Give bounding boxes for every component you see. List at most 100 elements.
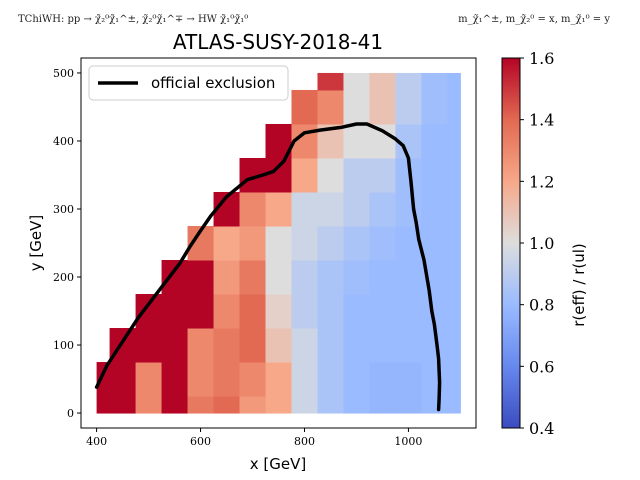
heatmap-cell — [343, 157, 370, 193]
heatmap-cell — [369, 157, 396, 193]
heatmap-cell — [395, 328, 422, 363]
heatmap-cell — [239, 328, 267, 363]
heatmap-cell — [369, 328, 396, 363]
heatmap-cell — [109, 396, 137, 414]
heatmap-cell — [213, 396, 241, 414]
y-tick-label: 300 — [53, 203, 74, 216]
heatmap-cell — [265, 362, 292, 397]
heatmap-cell — [291, 225, 318, 261]
heatmap-cell — [187, 362, 215, 397]
heatmap-cell — [291, 294, 318, 329]
heatmap-cell — [395, 362, 422, 397]
heatmap-cell — [161, 294, 189, 329]
heatmap-cell — [291, 191, 318, 227]
header-mass-label: m_χ̃₁^±, m_χ̃₂⁰ = x, m_χ̃₁⁰ = y — [458, 14, 610, 25]
x-tick-label: 600 — [190, 435, 211, 448]
heatmap-cell — [317, 328, 344, 363]
heatmap-cell — [395, 191, 422, 227]
heatmap-cell — [447, 328, 461, 363]
heatmap-cell — [317, 157, 344, 193]
heatmap-cell — [395, 260, 422, 295]
heatmap — [96, 72, 461, 414]
heatmap-cell — [447, 123, 461, 159]
heatmap-cell — [447, 260, 461, 295]
y-tick-label: 400 — [53, 135, 74, 148]
heatmap-cell — [213, 225, 241, 261]
colorbar-tick-label: 0.4 — [529, 419, 554, 438]
heatmap-cell — [343, 362, 370, 397]
heatmap-cell — [161, 260, 189, 295]
heatmap-cell — [421, 362, 448, 397]
heatmap-cell — [369, 294, 396, 329]
x-axis-ticks: 400 600 800 1000 — [86, 428, 422, 448]
colorbar-ticks: 0.4 0.6 0.8 1.0 1.2 1.4 1.6 — [520, 49, 554, 438]
heatmap-cell — [239, 294, 267, 329]
colorbar-tick-label: 0.6 — [529, 357, 554, 376]
plot-frame — [80, 57, 477, 429]
y-tick-label: 0 — [67, 407, 74, 420]
heatmap-cell — [265, 260, 292, 295]
heatmap-cell — [265, 157, 292, 193]
heatmap-cell — [265, 294, 292, 329]
heatmap-cell — [239, 362, 267, 397]
heatmap-cell — [239, 191, 267, 227]
colorbar-tick-label: 0.8 — [529, 296, 554, 315]
heatmap-cell — [395, 89, 422, 125]
heatmap-cell — [187, 328, 215, 363]
heatmap-cell — [369, 362, 396, 397]
heatmap-cell — [447, 157, 461, 193]
heatmap-cell — [265, 396, 292, 414]
y-tick-label: 500 — [53, 67, 74, 80]
heatmap-cell — [369, 396, 396, 414]
heatmap-cell — [317, 191, 344, 227]
heatmap-cell — [421, 157, 448, 193]
heatmap-cell — [291, 260, 318, 295]
y-tick-label: 200 — [53, 271, 74, 284]
heatmap-cell — [343, 328, 370, 363]
heatmap-cell — [369, 89, 396, 125]
heatmap-cell — [447, 72, 461, 91]
x-tick-label: 1000 — [394, 435, 422, 448]
heatmap-cell — [96, 362, 111, 397]
heatmap-cell — [447, 362, 461, 397]
heatmap-cell — [343, 89, 370, 125]
heatmap-cell — [317, 225, 344, 261]
heatmap-cell — [447, 191, 461, 227]
heatmap-cell — [265, 225, 292, 261]
heatmap-cell — [343, 191, 370, 227]
heatmap-cell — [187, 396, 215, 414]
y-axis-ticks: 0 100 200 300 400 500 — [53, 67, 81, 420]
x-tick-label: 400 — [86, 435, 107, 448]
colorbar-tick-label: 1.4 — [529, 111, 554, 130]
heatmap-cell — [369, 225, 396, 261]
heatmap-cell — [135, 396, 163, 414]
heatmap-cell — [213, 362, 241, 397]
heatmap-cell — [239, 260, 267, 295]
heatmap-cell — [265, 191, 292, 227]
heatmap-cell — [317, 72, 344, 91]
heatmap-cell — [421, 225, 448, 261]
heatmap-cell — [239, 225, 267, 261]
heatmap-cell — [96, 396, 111, 414]
heatmap-cell — [291, 89, 318, 125]
heatmap-cell — [395, 396, 422, 414]
legend-label: official exclusion — [151, 74, 275, 92]
heatmap-cell — [317, 396, 344, 414]
exclusion-line — [94, 122, 442, 412]
heatmap-cell — [447, 294, 461, 329]
heatmap-cell — [265, 328, 292, 363]
heatmap-cell — [291, 362, 318, 397]
colorbar-tick-label: 1.2 — [529, 172, 554, 191]
heatmap-cell — [369, 191, 396, 227]
heatmap-cell — [421, 89, 448, 125]
heatmap-cell — [447, 396, 461, 414]
heatmap-cell — [213, 328, 241, 363]
heatmap-cell — [291, 328, 318, 363]
heatmap-cell — [317, 294, 344, 329]
heatmap-cell — [343, 260, 370, 295]
heatmap-cell — [317, 260, 344, 295]
heatmap-cell — [161, 362, 189, 397]
y-axis-label: y [GeV] — [27, 215, 45, 271]
heatmap-cell — [135, 328, 163, 363]
